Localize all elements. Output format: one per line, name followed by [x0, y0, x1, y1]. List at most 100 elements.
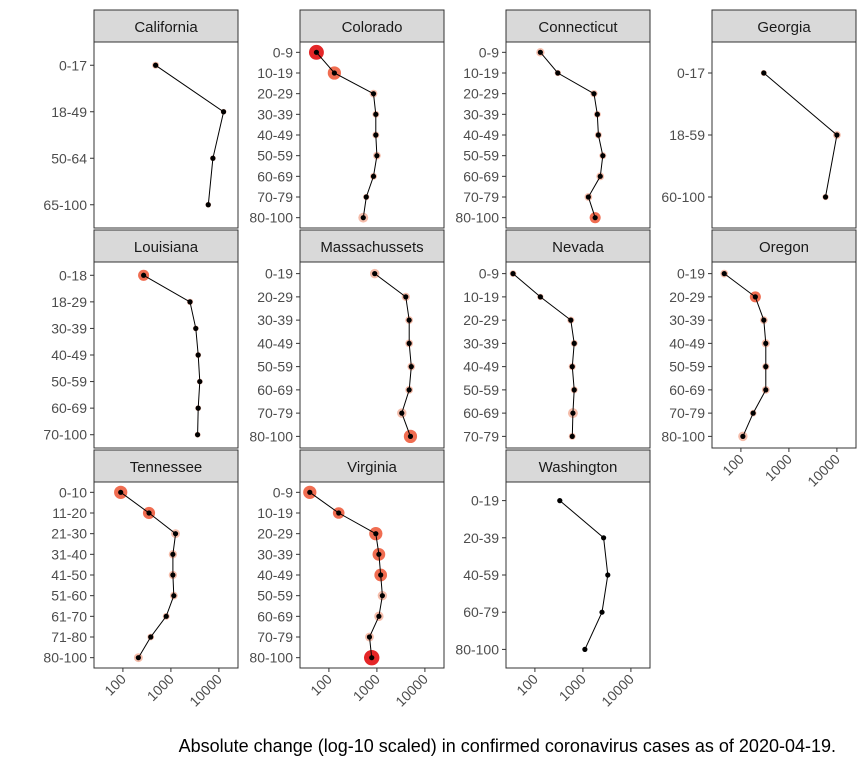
y-tick-label: 51-60 — [51, 588, 87, 604]
data-point — [568, 317, 574, 323]
y-tick-label: 20-29 — [669, 289, 705, 305]
y-tick-label: 60-79 — [463, 604, 499, 620]
data-point — [750, 410, 756, 416]
y-tick-label: 30-39 — [463, 335, 499, 351]
y-tick-label: 0-9 — [479, 266, 499, 282]
y-tick-label: 20-29 — [463, 86, 499, 102]
panel-title: Virginia — [347, 459, 397, 476]
y-tick-label: 20-29 — [463, 312, 499, 328]
data-point — [373, 132, 379, 138]
data-point — [601, 535, 607, 541]
panel-strip — [93, 449, 239, 483]
y-tick-label: 0-17 — [59, 57, 87, 73]
data-point — [761, 70, 767, 76]
data-point — [360, 215, 366, 221]
data-point — [369, 655, 375, 661]
data-point — [537, 49, 543, 55]
y-tick-label: 61-70 — [51, 608, 87, 624]
panel-frame — [93, 481, 239, 669]
y-tick-label: 40-49 — [257, 567, 293, 583]
y-tick-label: 0-18 — [59, 267, 87, 283]
data-point — [172, 531, 179, 537]
data-point — [376, 551, 382, 557]
y-tick-label: 40-49 — [257, 335, 293, 351]
data-point — [592, 215, 598, 221]
data-point — [373, 111, 379, 117]
panel-title: Connecticut — [538, 19, 618, 36]
x-tick-label: 10000 — [598, 671, 637, 710]
data-point — [195, 352, 201, 358]
y-tick-label: 80-100 — [661, 428, 705, 444]
data-point — [594, 111, 600, 117]
data-point — [763, 340, 769, 346]
data-point — [403, 294, 409, 300]
y-tick-label: 60-69 — [463, 168, 499, 184]
y-tick-label: 10-19 — [257, 505, 293, 521]
y-tick-label: 18-29 — [51, 294, 87, 310]
data-point — [148, 634, 154, 640]
x-tick-label: 10000 — [392, 671, 431, 710]
y-tick-label: 80-100 — [455, 641, 499, 657]
data-point — [195, 432, 201, 438]
data-point — [370, 91, 377, 97]
panel-title: Massachussets — [320, 239, 423, 256]
data-point — [363, 194, 369, 200]
data-point — [187, 299, 193, 305]
series-line — [374, 273, 412, 437]
y-tick-label: 60-69 — [257, 168, 293, 184]
x-tick-label: 100 — [513, 671, 541, 699]
data-point — [197, 378, 203, 385]
y-tick-label: 70-79 — [463, 428, 499, 444]
y-tick-label: 20-29 — [257, 86, 293, 102]
y-tick-label: 18-59 — [669, 127, 705, 143]
y-tick-label: 20-29 — [257, 526, 293, 542]
y-tick-label: 0-9 — [273, 484, 293, 500]
y-tick-label: 60-69 — [669, 382, 705, 398]
panel-title: Colorado — [342, 19, 403, 36]
data-point — [399, 410, 405, 416]
data-point — [141, 272, 147, 278]
data-point — [220, 109, 227, 115]
data-point — [740, 433, 746, 439]
y-tick-label: 60-69 — [51, 400, 87, 416]
data-point — [570, 410, 576, 416]
data-point — [721, 271, 727, 277]
data-point — [571, 387, 577, 393]
panel-frame — [299, 41, 445, 229]
y-tick-label: 0-9 — [479, 44, 499, 60]
data-point — [118, 489, 124, 495]
panel-frame — [505, 261, 651, 449]
x-tick-label: 100 — [719, 451, 747, 479]
data-point — [569, 433, 575, 439]
data-point — [376, 613, 382, 619]
y-tick-label: 50-59 — [257, 359, 293, 375]
data-point — [407, 433, 414, 439]
data-point — [763, 387, 769, 393]
data-point — [193, 325, 199, 332]
panel-frame — [93, 261, 239, 449]
panel-strip — [93, 229, 239, 263]
panel-strip — [711, 9, 857, 43]
data-point — [171, 593, 177, 599]
y-tick-label: 30-39 — [669, 312, 705, 328]
x-tick-label: 1000 — [762, 451, 795, 484]
data-point — [763, 364, 769, 370]
data-point — [752, 294, 758, 300]
data-point — [336, 510, 342, 516]
series-line — [723, 273, 767, 437]
panel-strip — [505, 449, 651, 483]
panel-strip — [93, 9, 239, 43]
data-point — [408, 364, 414, 370]
data-point — [406, 387, 412, 393]
panel-frame — [711, 261, 857, 449]
data-point — [378, 572, 384, 578]
y-tick-label: 70-79 — [257, 189, 293, 205]
series-line — [512, 273, 575, 437]
data-point — [571, 340, 577, 346]
panel-title: Oregon — [759, 239, 809, 256]
panel-strip — [299, 229, 445, 263]
data-point — [370, 173, 377, 179]
y-tick-label: 0-9 — [273, 44, 293, 60]
data-point — [555, 70, 561, 76]
